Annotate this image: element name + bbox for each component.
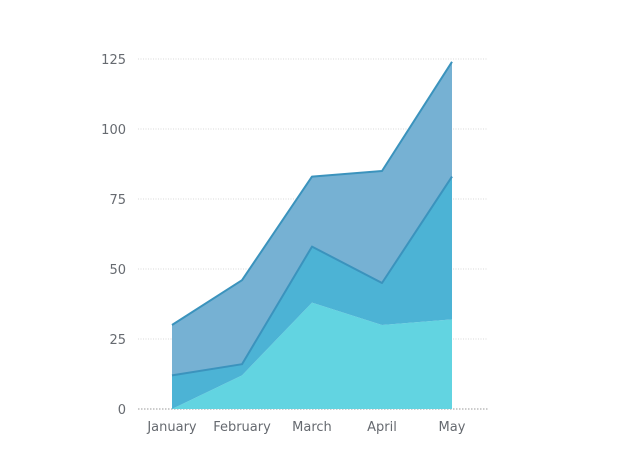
series-outlines: [171, 61, 453, 377]
x-tick-label: April: [367, 420, 397, 435]
x-tick-label: May: [439, 420, 466, 435]
area-series-2: [172, 176, 452, 409]
y-tick-label: 25: [109, 333, 126, 348]
series-3-outline: [171, 61, 453, 326]
y-tick-label: 50: [109, 263, 126, 278]
y-tick-label: 75: [109, 193, 126, 208]
y-tick-label: 125: [101, 53, 126, 68]
x-tick-label: February: [213, 420, 271, 435]
series-2-outline: [171, 176, 453, 377]
x-tick-label: January: [146, 420, 197, 435]
x-tick-label: March: [292, 420, 332, 435]
area-series-1: [172, 302, 452, 409]
y-tick-label: 0: [118, 403, 126, 418]
area-series-group: [172, 61, 452, 409]
axes: 0 25 50 75 100 125 January February March April Ma…: [101, 53, 466, 435]
area-series-3: [172, 61, 452, 376]
y-tick-label: 100: [101, 123, 126, 138]
